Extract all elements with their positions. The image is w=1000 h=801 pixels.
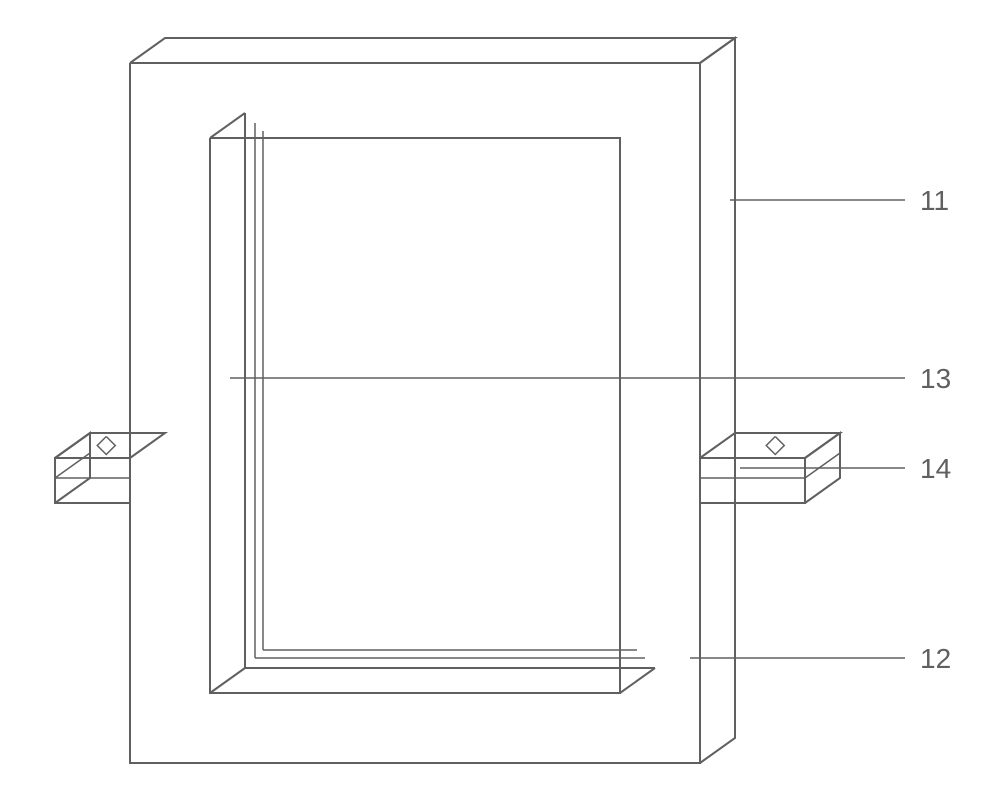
label-13: 13	[920, 363, 951, 394]
label-11: 11	[920, 185, 949, 216]
label-12: 12	[920, 643, 951, 674]
tabs	[55, 433, 840, 503]
diagram-canvas: 11 13 14 12	[0, 0, 1000, 801]
label-14: 14	[920, 453, 951, 484]
callouts: 11 13 14 12	[230, 185, 951, 674]
frame	[130, 38, 735, 763]
